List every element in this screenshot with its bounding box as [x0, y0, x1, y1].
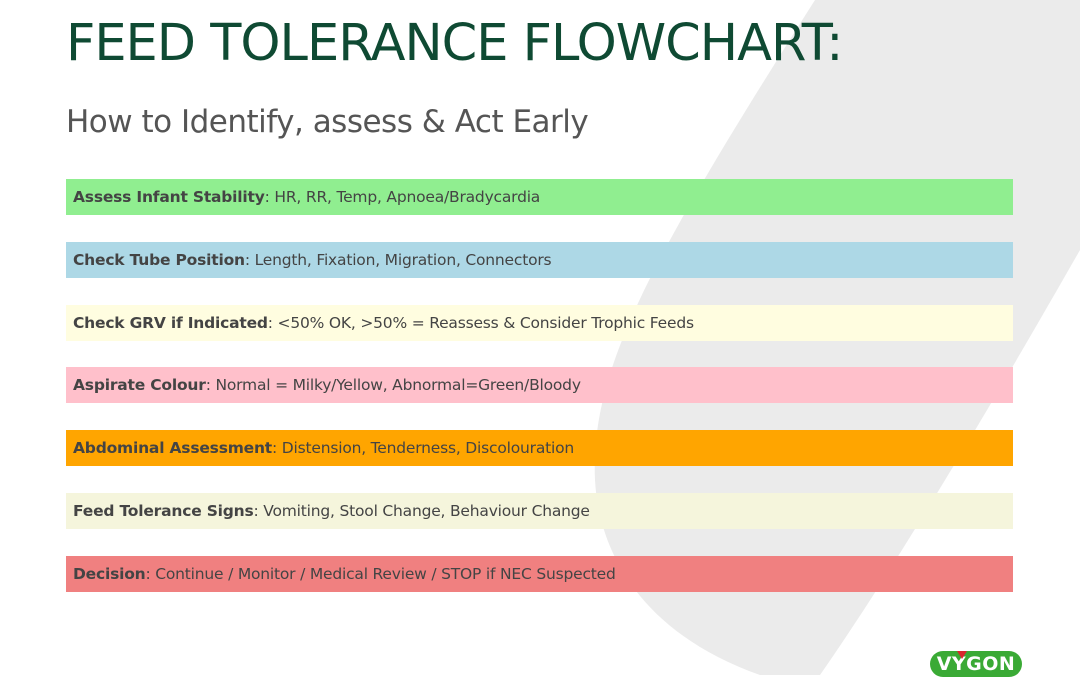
- step-aspirate-colour: Aspirate Colour: Normal = Milky/Yellow, …: [66, 367, 1013, 403]
- vygon-logo-icon: VYGON: [930, 651, 1022, 677]
- step-check-tube-position: Check Tube Position: Length, Fixation, M…: [66, 242, 1013, 278]
- step-label: Aspirate Colour: [73, 376, 206, 394]
- step-text: : Vomiting, Stool Change, Behaviour Chan…: [253, 502, 590, 520]
- step-text: : HR, RR, Temp, Apnoea/Bradycardia: [264, 188, 541, 206]
- step-label: Check Tube Position: [73, 251, 245, 269]
- step-label: Abdominal Assessment: [73, 439, 273, 457]
- step-assess-infant-stability: Assess Infant Stability: HR, RR, Temp, A…: [66, 179, 1013, 215]
- step-text: : <50% OK, >50% = Reassess & Consider Tr…: [267, 314, 694, 332]
- step-decision: Decision: Continue / Monitor / Medical R…: [66, 556, 1013, 592]
- page-title: FEED TOLERANCE FLOWCHART:: [66, 14, 843, 73]
- page-subtitle: How to Identify, assess & Act Early: [66, 104, 589, 140]
- step-abdominal-assessment: Abdominal Assessment: Distension, Tender…: [66, 430, 1013, 466]
- step-check-grv: Check GRV if Indicated: <50% OK, >50% = …: [66, 305, 1013, 341]
- step-text: : Normal = Milky/Yellow, Abnormal=Green/…: [205, 376, 581, 394]
- step-label: Feed Tolerance Signs: [73, 502, 254, 520]
- logo-accent-mark: [957, 651, 967, 659]
- step-label: Check GRV if Indicated: [73, 314, 268, 332]
- step-label: Decision: [73, 565, 146, 583]
- step-text: : Continue / Monitor / Medical Review / …: [145, 565, 616, 583]
- logo-text: VYGON: [936, 653, 1016, 675]
- step-feed-tolerance-signs: Feed Tolerance Signs: Vomiting, Stool Ch…: [66, 493, 1013, 529]
- step-label: Assess Infant Stability: [73, 188, 265, 206]
- step-text: : Length, Fixation, Migration, Connector…: [244, 251, 552, 269]
- step-text: : Distension, Tenderness, Discolouration: [272, 439, 575, 457]
